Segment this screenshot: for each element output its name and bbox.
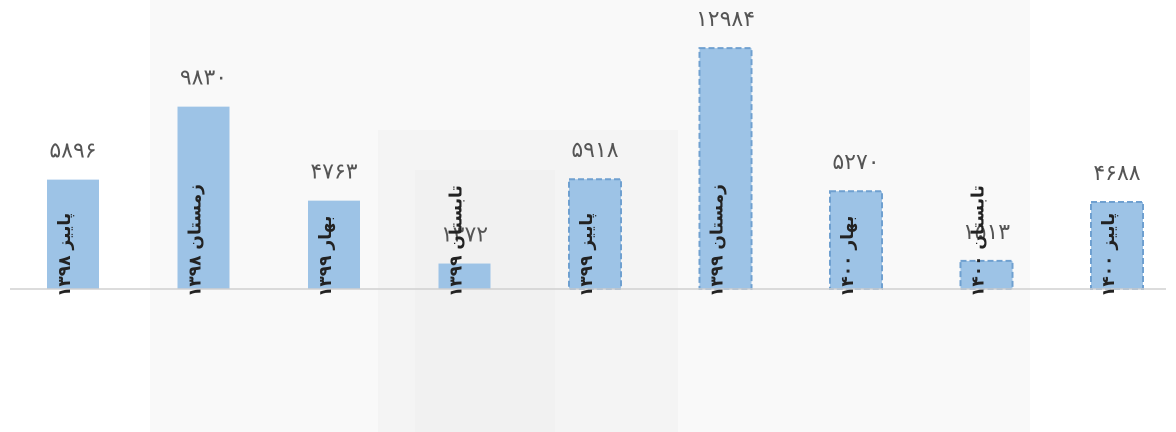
data-label: ۵۹۱۸	[571, 138, 618, 163]
category-labels: پاییز ۱۳۹۸ زمستان ۱۳۹۸ بهار ۱۳۹۹ تابستان ۱۳…	[55, 184, 1119, 297]
data-label: ۵۸۹۶	[49, 139, 96, 164]
data-label: ۴۶۸۸	[1093, 161, 1140, 186]
bar	[47, 179, 99, 289]
data-label: ۱۵۱۳	[963, 220, 1010, 245]
category-label: زمستان ۱۳۹۸	[186, 184, 206, 297]
value-labels: ۵۸۹۶ ۹۸۳۰ ۴۷۶۳ ۱۳۷۲ ۵۹۱۸ ۱۲۹۸۴ ۵۲۷۰ ۱۵۱۳ ۴۶۸۸	[49, 7, 1140, 247]
category-label: بهار ۱۴۰۰	[838, 216, 858, 297]
data-label: ۹۸۳۰	[180, 66, 227, 91]
bar	[177, 106, 230, 289]
bar	[308, 200, 360, 289]
bar	[829, 190, 883, 290]
category-label: زمستان ۱۳۹۹	[708, 184, 728, 297]
category-label: تابستان ۱۴۰۰	[969, 185, 989, 297]
data-label: ۱۳۷۲	[441, 223, 488, 248]
category-label: پاییز ۱۳۹۹	[577, 213, 597, 297]
category-label: تابستان ۱۳۹۹	[447, 185, 467, 297]
data-label: ۴۷۶۳	[310, 160, 357, 185]
category-label: پاییز ۱۳۹۸	[55, 213, 75, 297]
category-label: بهار ۱۳۹۹	[316, 216, 336, 297]
data-label: ۱۲۹۸۴	[696, 7, 755, 32]
background-shape	[415, 170, 555, 432]
bar	[568, 178, 622, 290]
bars	[47, 47, 1144, 291]
data-label: ۵۲۷۰	[832, 150, 879, 175]
bar	[959, 259, 1014, 291]
bar	[698, 47, 753, 290]
background-watermark	[150, 0, 1030, 432]
bar	[438, 263, 491, 289]
category-label: پاییز ۱۴۰۰	[1099, 213, 1119, 297]
